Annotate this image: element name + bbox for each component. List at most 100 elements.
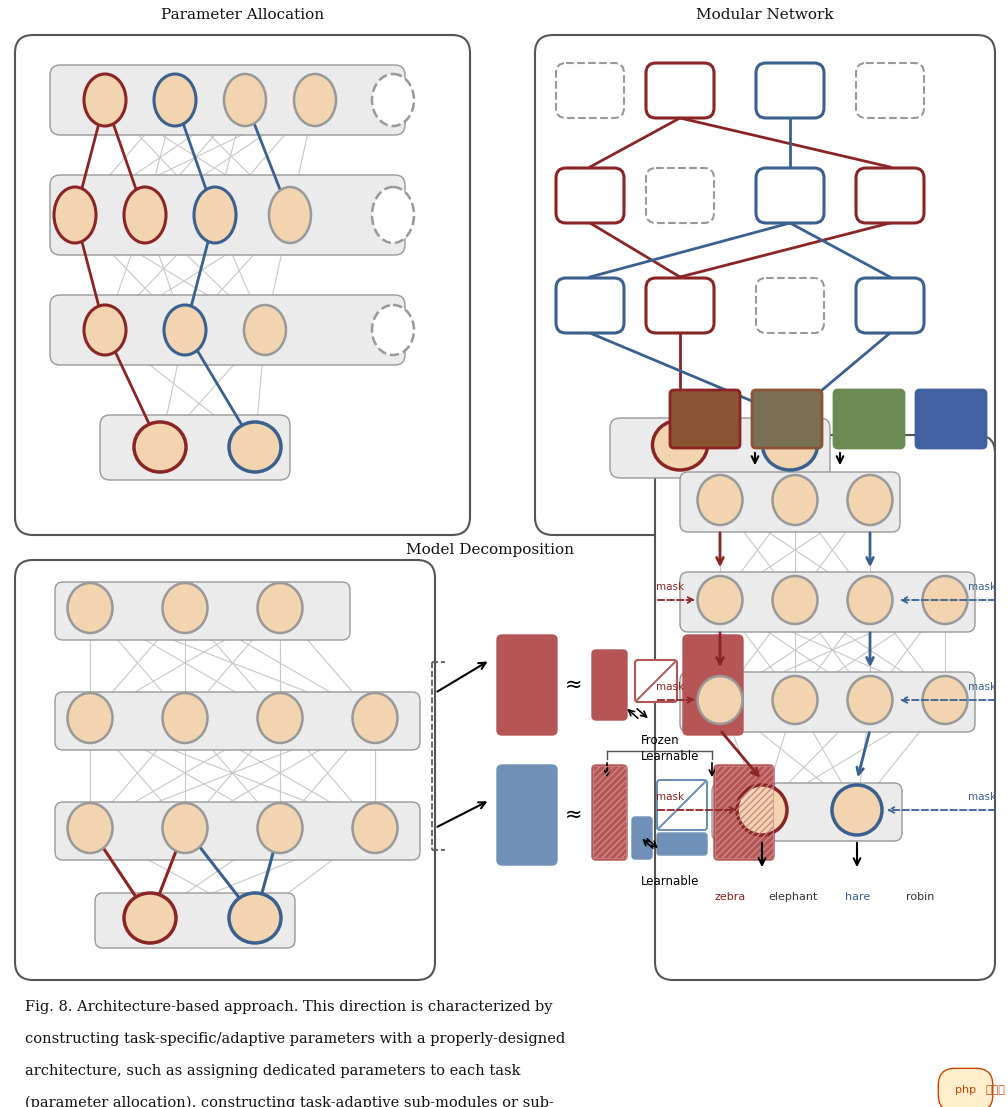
Text: mask: mask: [968, 582, 996, 592]
FancyBboxPatch shape: [646, 63, 714, 118]
Text: elephant: elephant: [768, 892, 817, 902]
Ellipse shape: [162, 693, 208, 743]
Ellipse shape: [372, 306, 414, 355]
FancyBboxPatch shape: [756, 63, 824, 118]
FancyBboxPatch shape: [655, 435, 995, 980]
Ellipse shape: [922, 576, 968, 624]
FancyBboxPatch shape: [15, 35, 470, 535]
Ellipse shape: [372, 74, 414, 126]
FancyBboxPatch shape: [646, 278, 714, 333]
Ellipse shape: [737, 785, 787, 835]
Ellipse shape: [269, 187, 311, 244]
Text: Learnable: Learnable: [641, 751, 700, 763]
Ellipse shape: [164, 306, 206, 355]
Ellipse shape: [772, 475, 817, 525]
Ellipse shape: [772, 676, 817, 724]
FancyBboxPatch shape: [50, 175, 405, 255]
Ellipse shape: [353, 803, 397, 853]
FancyBboxPatch shape: [592, 765, 627, 860]
Text: Fig. 8. Architecture-based approach. This direction is characterized by: Fig. 8. Architecture-based approach. Thi…: [25, 1000, 552, 1014]
Ellipse shape: [162, 803, 208, 853]
Ellipse shape: [848, 475, 892, 525]
Ellipse shape: [224, 74, 266, 126]
Text: constructing task-specific/adaptive parameters with a properly-designed: constructing task-specific/adaptive para…: [25, 1032, 565, 1046]
Ellipse shape: [84, 74, 126, 126]
FancyBboxPatch shape: [834, 390, 904, 448]
Ellipse shape: [372, 187, 414, 244]
FancyBboxPatch shape: [100, 415, 290, 480]
FancyBboxPatch shape: [856, 278, 924, 333]
FancyBboxPatch shape: [856, 63, 924, 118]
Ellipse shape: [353, 693, 397, 743]
FancyBboxPatch shape: [714, 765, 774, 860]
Text: Learnable: Learnable: [641, 875, 700, 888]
FancyBboxPatch shape: [680, 672, 975, 732]
Text: 中文网: 中文网: [985, 1085, 1005, 1095]
Ellipse shape: [294, 74, 336, 126]
Ellipse shape: [162, 583, 208, 633]
Ellipse shape: [848, 676, 892, 724]
Ellipse shape: [762, 420, 817, 470]
Text: zebra: zebra: [715, 892, 746, 902]
FancyBboxPatch shape: [50, 65, 405, 135]
Text: php: php: [955, 1085, 976, 1095]
Text: (parameter allocation), constructing task-adaptive sub-modules or sub-: (parameter allocation), constructing tas…: [25, 1096, 553, 1107]
FancyBboxPatch shape: [712, 783, 902, 841]
FancyBboxPatch shape: [635, 660, 677, 702]
Ellipse shape: [229, 893, 281, 943]
FancyBboxPatch shape: [680, 572, 975, 632]
Ellipse shape: [698, 676, 743, 724]
Text: mask: mask: [656, 792, 684, 801]
Text: Frozen: Frozen: [641, 734, 679, 747]
Ellipse shape: [652, 420, 708, 470]
Ellipse shape: [772, 576, 817, 624]
Ellipse shape: [84, 306, 126, 355]
FancyBboxPatch shape: [916, 390, 986, 448]
FancyBboxPatch shape: [556, 278, 624, 333]
FancyBboxPatch shape: [497, 635, 557, 735]
FancyBboxPatch shape: [657, 780, 707, 830]
FancyBboxPatch shape: [55, 582, 350, 640]
Ellipse shape: [154, 74, 196, 126]
Text: mask: mask: [968, 792, 996, 801]
Text: ≈: ≈: [565, 805, 583, 825]
FancyBboxPatch shape: [497, 765, 557, 865]
Ellipse shape: [194, 187, 236, 244]
FancyBboxPatch shape: [756, 168, 824, 223]
FancyBboxPatch shape: [556, 168, 624, 223]
Ellipse shape: [124, 893, 176, 943]
Ellipse shape: [832, 785, 882, 835]
Ellipse shape: [68, 693, 113, 743]
Ellipse shape: [134, 422, 186, 472]
FancyBboxPatch shape: [683, 635, 743, 735]
FancyBboxPatch shape: [610, 418, 830, 478]
Text: Modular Network: Modular Network: [697, 8, 834, 22]
FancyBboxPatch shape: [535, 35, 995, 535]
Text: architecture, such as assigning dedicated parameters to each task: architecture, such as assigning dedicate…: [25, 1064, 520, 1078]
FancyBboxPatch shape: [632, 817, 652, 859]
Ellipse shape: [244, 306, 286, 355]
FancyBboxPatch shape: [856, 168, 924, 223]
Ellipse shape: [68, 803, 113, 853]
Text: ≈: ≈: [565, 675, 583, 695]
FancyBboxPatch shape: [50, 294, 405, 365]
Text: mask: mask: [968, 682, 996, 692]
FancyBboxPatch shape: [592, 650, 627, 720]
Text: hare: hare: [846, 892, 871, 902]
Ellipse shape: [698, 576, 743, 624]
FancyBboxPatch shape: [556, 63, 624, 118]
FancyBboxPatch shape: [55, 801, 420, 860]
FancyBboxPatch shape: [756, 278, 824, 333]
Ellipse shape: [54, 187, 96, 244]
Text: Model Decomposition: Model Decomposition: [406, 544, 574, 557]
FancyBboxPatch shape: [680, 472, 900, 532]
FancyBboxPatch shape: [752, 390, 822, 448]
FancyBboxPatch shape: [670, 390, 740, 448]
FancyBboxPatch shape: [95, 893, 295, 948]
Text: mask: mask: [656, 682, 684, 692]
Text: mask: mask: [656, 582, 684, 592]
Text: Parameter Allocation: Parameter Allocation: [161, 8, 325, 22]
FancyBboxPatch shape: [646, 168, 714, 223]
Ellipse shape: [124, 187, 166, 244]
Ellipse shape: [229, 422, 281, 472]
